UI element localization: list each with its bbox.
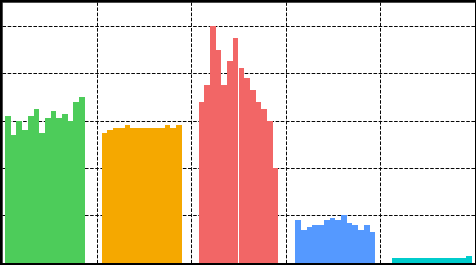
Bar — [107, 130, 113, 263]
Bar — [261, 109, 267, 263]
Bar — [153, 128, 159, 263]
Bar — [363, 225, 369, 263]
Bar — [232, 38, 238, 263]
Bar — [391, 258, 397, 263]
Bar — [221, 85, 227, 263]
Bar — [317, 225, 323, 263]
Bar — [204, 85, 209, 263]
Bar — [460, 258, 466, 263]
Bar — [249, 90, 255, 263]
Bar — [414, 258, 420, 263]
Bar — [68, 121, 73, 263]
Bar — [209, 26, 215, 263]
Bar — [244, 78, 249, 263]
Bar — [170, 128, 176, 263]
Bar — [335, 220, 340, 263]
Bar — [408, 258, 414, 263]
Bar — [340, 215, 346, 263]
Bar — [420, 258, 426, 263]
Bar — [227, 61, 232, 263]
Bar — [33, 109, 39, 263]
Bar — [312, 225, 317, 263]
Bar — [159, 128, 164, 263]
Bar — [437, 258, 443, 263]
Bar — [454, 258, 460, 263]
Bar — [141, 128, 147, 263]
Bar — [56, 118, 62, 263]
Bar — [136, 128, 141, 263]
Bar — [124, 125, 130, 263]
Bar — [295, 220, 300, 263]
Bar — [357, 230, 363, 263]
Bar — [466, 256, 471, 263]
Bar — [272, 168, 278, 263]
Bar — [147, 128, 153, 263]
Bar — [215, 50, 221, 263]
Bar — [73, 102, 79, 263]
Bar — [101, 132, 107, 263]
Bar — [62, 113, 68, 263]
Bar — [5, 116, 10, 263]
Bar — [369, 232, 375, 263]
Bar — [10, 135, 16, 263]
Bar — [397, 258, 403, 263]
Bar — [346, 223, 352, 263]
Bar — [306, 227, 312, 263]
Bar — [448, 258, 454, 263]
Bar — [28, 116, 33, 263]
Bar — [113, 128, 119, 263]
Bar — [403, 258, 408, 263]
Bar — [426, 258, 431, 263]
Bar — [79, 97, 85, 263]
Bar — [323, 220, 329, 263]
Bar — [119, 128, 124, 263]
Bar — [45, 118, 50, 263]
Bar — [255, 102, 261, 263]
Bar — [443, 258, 448, 263]
Bar — [352, 225, 357, 263]
Bar — [164, 125, 170, 263]
Bar — [50, 111, 56, 263]
Bar — [22, 130, 28, 263]
Bar — [238, 68, 244, 263]
Bar — [267, 121, 272, 263]
Bar — [39, 132, 45, 263]
Bar — [431, 258, 437, 263]
Bar — [329, 218, 335, 263]
Bar — [130, 128, 136, 263]
Bar — [198, 102, 204, 263]
Bar — [176, 125, 181, 263]
Bar — [16, 121, 22, 263]
Bar — [300, 230, 306, 263]
